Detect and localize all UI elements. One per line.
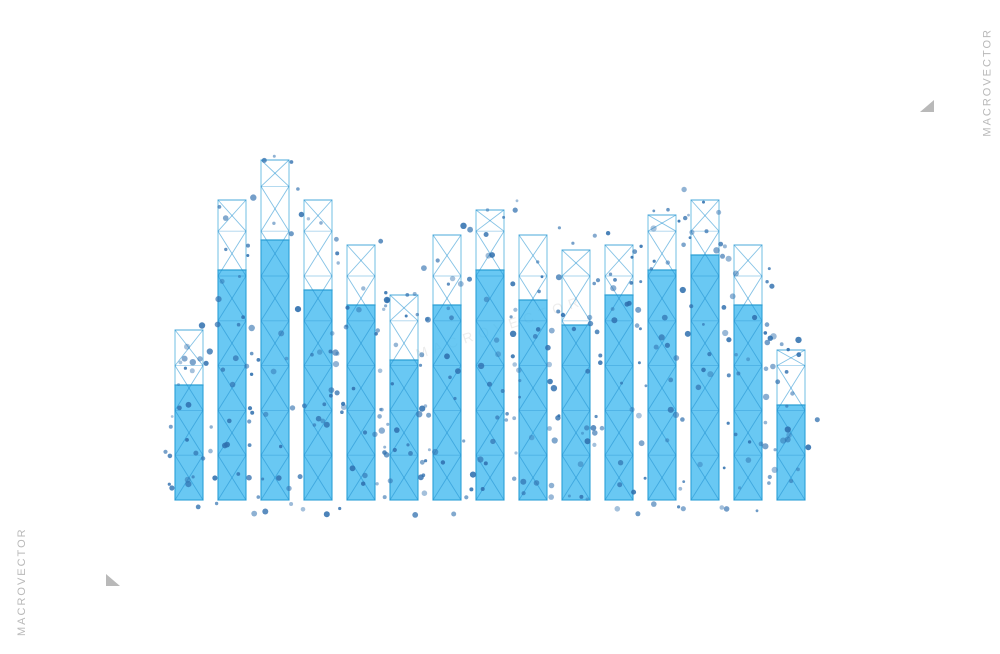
bar-13 (720, 245, 775, 512)
bar-6 (418, 227, 473, 517)
bar-14 (762, 333, 819, 500)
bar-3 (289, 200, 347, 517)
canvas-root: MACROVECTOR MACROVECTOR MACROVECTOR (0, 0, 1000, 654)
bar-10 (592, 231, 646, 516)
bar-7 (460, 199, 518, 500)
bar-4 (334, 237, 390, 500)
bar-5 (377, 291, 429, 518)
bar-0 (163, 322, 217, 509)
bar-2 (247, 155, 303, 517)
bar-9 (547, 242, 604, 501)
bar-12 (677, 187, 732, 510)
wireframe-bar-chart (0, 0, 1000, 654)
bar-11 (635, 208, 690, 511)
